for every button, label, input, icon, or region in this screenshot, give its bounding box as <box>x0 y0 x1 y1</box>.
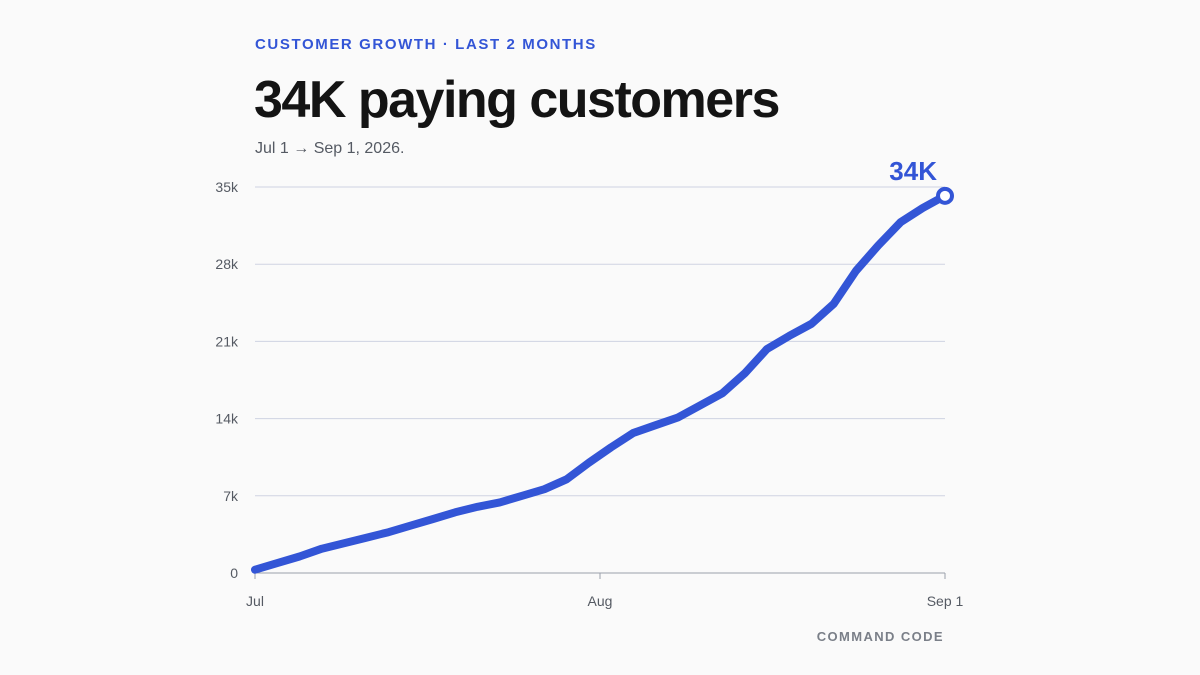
y-axis: 0 7k 14k 21k 28k 35k <box>215 179 239 581</box>
y-tick-label: 7k <box>223 488 239 504</box>
y-tick-label: 0 <box>230 565 238 581</box>
y-tick-label: 14k <box>215 411 239 427</box>
chart-subtitle: Jul 1 → Sep 1, 2026. <box>255 140 405 157</box>
y-tick-label: 28k <box>215 256 239 272</box>
chart-headline: 34K paying customers <box>254 71 780 129</box>
series-line <box>251 191 949 574</box>
footer-credit: COMMAND CODE <box>816 629 944 644</box>
y-tick-label: 35k <box>215 179 239 195</box>
end-point-marker <box>936 186 954 205</box>
x-tick-label: Jul <box>246 593 264 609</box>
x-axis: Jul Aug Sep 1 <box>246 572 964 609</box>
x-tick-label: Sep 1 <box>927 593 964 609</box>
series-group: 34K <box>251 156 954 574</box>
chart-eyebrow: CUSTOMER GROWTH · LAST 2 MONTHS <box>255 36 597 53</box>
grid-lines <box>255 186 945 497</box>
x-tick-label: Aug <box>588 593 613 609</box>
y-tick-label: 21k <box>215 333 239 349</box>
end-value-label: 34K <box>889 156 937 186</box>
